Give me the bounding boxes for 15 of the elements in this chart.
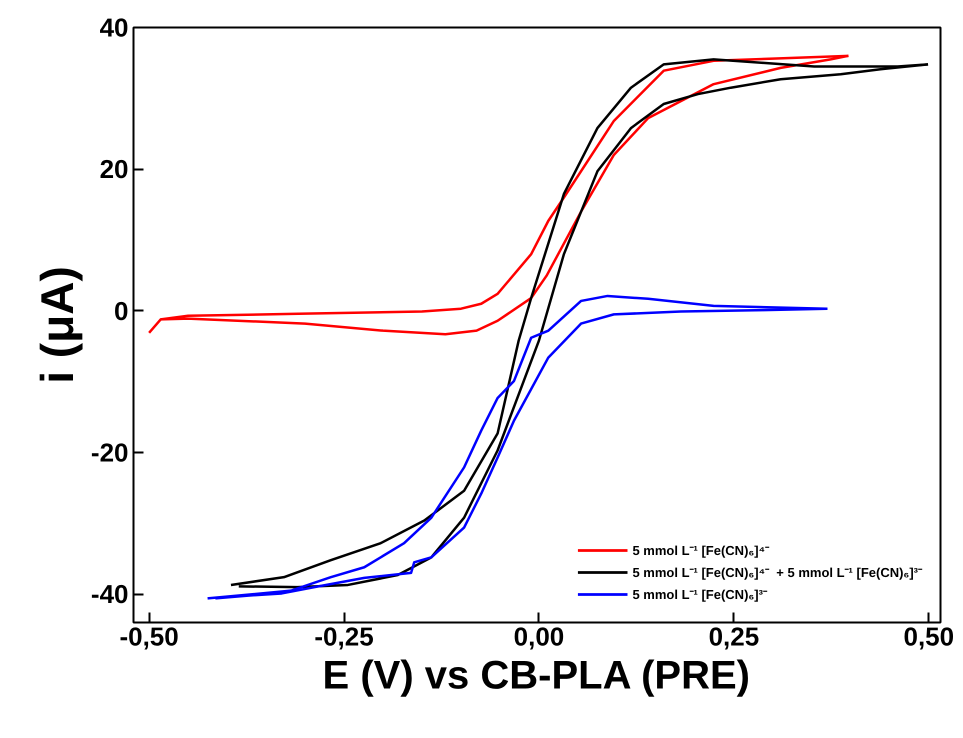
x-axis-title: E (V) vs CB-PLA (PRE) [322,654,750,698]
x-tick-label: 0,50 [904,622,954,652]
x-tick-label: 0,25 [708,622,760,652]
y-axis-title: i (μA) [30,266,83,384]
y-tick-label: 0 [114,296,129,326]
y-tick-label: 20 [100,154,128,184]
x-tick-label: -0,25 [314,622,374,652]
x-tick-label: -0,50 [119,622,179,652]
x-tick-label: 0,00 [514,622,564,652]
y-tick-label: -20 [90,438,128,468]
y-tick-label: -40 [90,579,128,610]
legend-label: 5 mmol L⁻¹ [Fe(CN)₆]³⁻ [632,586,767,603]
legend-label: 5 mmol L⁻¹ [Fe(CN)₆]⁴⁻ [632,542,770,559]
y-tick-label: 40 [100,12,128,42]
legend-label: 5 mmol L⁻¹ [Fe(CN)₆]⁴⁻ + 5 mmol L⁻¹ [Fe(CN)₆]³⁻ [632,564,922,581]
